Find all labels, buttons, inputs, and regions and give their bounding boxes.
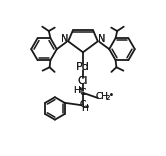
Text: H: H — [82, 104, 88, 113]
Text: Cl: Cl — [78, 76, 88, 86]
Text: •: • — [85, 103, 90, 112]
Text: N: N — [98, 34, 105, 44]
Text: CH: CH — [96, 92, 109, 101]
Text: C: C — [80, 88, 86, 97]
Text: •: • — [109, 91, 113, 100]
Text: 2: 2 — [106, 95, 110, 101]
Text: H: H — [73, 86, 80, 95]
Text: •: • — [109, 91, 113, 100]
Text: Pd: Pd — [76, 62, 90, 72]
Text: CH: CH — [96, 92, 109, 101]
Text: C: C — [80, 100, 86, 109]
Text: •: • — [77, 85, 82, 94]
Text: •: • — [85, 103, 90, 112]
Text: Cl: Cl — [78, 76, 88, 86]
Text: N: N — [61, 34, 68, 44]
Text: 2: 2 — [106, 95, 110, 101]
Text: N: N — [98, 34, 105, 44]
Text: C: C — [80, 88, 86, 97]
Text: •: • — [77, 85, 82, 94]
Text: H: H — [73, 86, 80, 95]
Text: H: H — [82, 104, 88, 113]
Text: C: C — [80, 100, 86, 109]
Text: N: N — [61, 34, 68, 44]
Text: Pd: Pd — [76, 62, 90, 72]
